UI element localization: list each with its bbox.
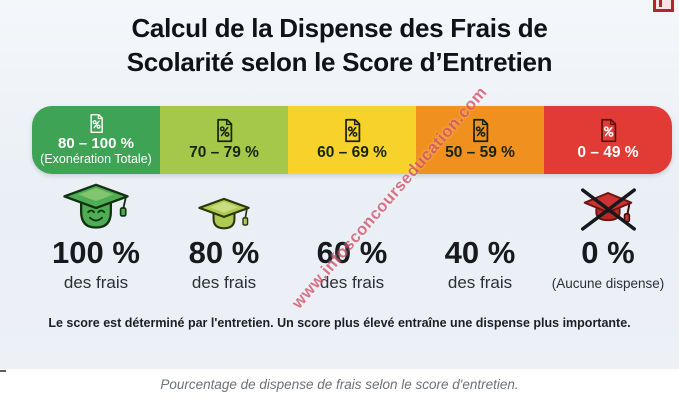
score-band-segment-0-49: 0 – 49 %: [544, 106, 672, 174]
exemption-label: des frais: [447, 272, 513, 292]
document-percent-icon: [89, 114, 103, 134]
exemption-col-40: 40 % des frais: [416, 180, 544, 293]
score-range-label: 60 – 69 %: [317, 144, 387, 162]
page-title: Calcul de la Dispense des Frais de Scola…: [126, 13, 553, 77]
score-range-sublabel: (Exonération Totale): [40, 152, 152, 167]
exemption-col-100: 100 % des frais: [32, 180, 160, 293]
score-range-label: 70 – 79 %: [189, 144, 259, 162]
score-range-label: 50 – 59 %: [445, 144, 515, 162]
exemption-percent: 80 %: [188, 235, 260, 270]
score-band: 80 – 100 % (Exonération Totale) 70 – 79 …: [32, 106, 672, 174]
graduation-cap-crossed-icon: [581, 188, 636, 231]
score-band-segment-70-79: 70 – 79 %: [160, 106, 288, 174]
exemption-label: des frais: [319, 272, 385, 292]
score-band-segment-50-59: 50 – 59 %: [416, 106, 544, 174]
exemption-col-0: 0 % (Aucune dispense): [544, 180, 672, 293]
exemption-percent: 0 %: [581, 235, 635, 270]
graduation-cap-small-icon: [198, 197, 250, 230]
exemption-percent: 40 %: [444, 235, 516, 270]
score-range-label: 0 – 49 %: [577, 144, 639, 162]
exemption-percent: 100 %: [52, 235, 140, 270]
score-band-segment-80-100: 80 – 100 % (Exonération Totale): [32, 106, 160, 174]
image-caption: Pourcentage de dispense de frais selon l…: [160, 377, 519, 392]
edge-artifact: [0, 370, 6, 372]
score-band-segment-60-69: 60 – 69 %: [288, 106, 416, 174]
document-percent-icon: [216, 118, 232, 143]
infographic-background: [0, 0, 679, 369]
explanation-note: Le score est déterminé par l'entretien. …: [48, 316, 631, 330]
document-percent-icon: [600, 118, 616, 143]
exemption-col-60: 60 % des frais: [288, 180, 416, 293]
document-percent-icon: [472, 118, 488, 143]
cropped-logo-icon: [653, 0, 674, 12]
score-range-label: 80 – 100 %: [58, 135, 134, 153]
exemption-label: des frais: [191, 272, 257, 292]
exemption-label: des frais: [63, 272, 129, 292]
exemption-results-row: 100 % des frais 80 % des frais 60 % des …: [32, 180, 672, 293]
exemption-label: (Aucune dispense): [551, 275, 665, 291]
graduation-cap-smiley-icon: [63, 183, 129, 229]
document-percent-icon: [344, 118, 360, 143]
exemption-percent: 60 %: [316, 235, 388, 270]
exemption-col-80: 80 % des frais: [160, 180, 288, 293]
